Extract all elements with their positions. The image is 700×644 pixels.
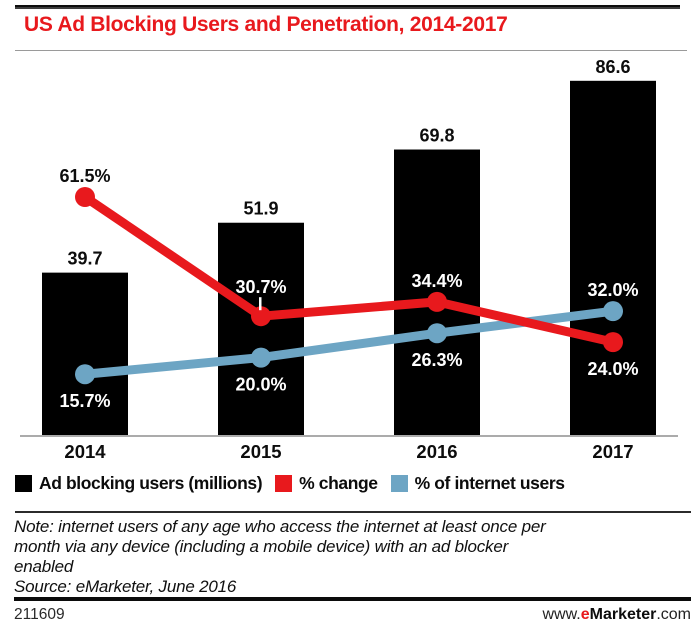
line-1-label-2016: 34.4% (411, 271, 462, 291)
legend-label: % change (299, 473, 378, 493)
footer-divider-line (14, 597, 691, 601)
legend-item-pct-change: % change (275, 473, 378, 494)
source-text: Source: eMarketer, June 2016 (14, 577, 237, 596)
footnote-block: Note: internet users of any age who acce… (14, 517, 682, 597)
top-border-line (15, 5, 680, 9)
line-2-label-2017: 32.0% (587, 280, 638, 300)
label-leader-tick (259, 297, 262, 311)
line-1-point-2016 (427, 291, 447, 312)
legend-label: Ad blocking users (millions) (39, 473, 263, 493)
site-url-suffix: .com (656, 606, 691, 623)
line-2-label-2016: 26.3% (411, 350, 462, 370)
note-divider-line (15, 511, 691, 513)
site-url-brand: Marketer (589, 606, 657, 623)
x-axis-label-2014: 2014 (64, 441, 106, 462)
bar-value-label-2015: 51.9 (243, 199, 278, 219)
x-axis-label-2016: 2016 (416, 441, 457, 462)
x-axis-label-2015: 2015 (240, 441, 281, 462)
line-2-label-2014: 15.7% (59, 391, 110, 411)
chart-canvas: 39.7 51.9 69.8 86.6 15.7% 20.0% 26.3% 32.0% 61.5… (20, 57, 678, 462)
chart-legend: Ad blocking users (millions) % change % … (15, 473, 565, 494)
line-1-label-2017: 24.0% (587, 359, 638, 379)
bar-2015 (218, 222, 304, 435)
line-2-point-2014 (75, 364, 95, 385)
chart-id: 211609 (14, 606, 65, 623)
line-series-1 (82, 193, 615, 347)
chart-title: US Ad Blocking Users and Penetration, 20… (24, 13, 508, 36)
legend-label: % of internet users (414, 473, 565, 493)
line-2-point-2015 (251, 347, 271, 368)
bar-value-label-2014: 39.7 (67, 249, 102, 269)
title-underline (15, 50, 687, 51)
note-text: Note: internet users of any age who acce… (14, 517, 546, 576)
site-url: www.eMarketer.com (542, 606, 691, 624)
bar-value-label-2017: 86.6 (595, 57, 630, 77)
bar-2014 (42, 272, 128, 435)
footer-bar: 211609 www.eMarketer.com (14, 606, 691, 624)
red-line-swatch (275, 475, 293, 492)
bar-series-swatch (15, 475, 32, 492)
legend-item-ad-blocking-users: Ad blocking users (millions) (15, 473, 263, 494)
line-2-label-2015: 20.0% (235, 375, 286, 395)
line-2-point-2016 (427, 323, 447, 344)
line-1-point-2014 (75, 186, 95, 207)
bar-value-label-2016: 69.8 (419, 126, 454, 146)
line-1-point-2015 (251, 306, 271, 327)
site-url-prefix: www. (542, 606, 581, 623)
line-1-label-2014: 61.5% (59, 166, 110, 186)
line-2-point-2017 (603, 301, 623, 322)
bar-2017 (570, 80, 656, 435)
site-url-brand-e: e (580, 606, 590, 623)
legend-item-pct-internet-users: % of internet users (390, 473, 565, 494)
x-axis-label-2017: 2017 (592, 441, 633, 462)
line-1-point-2017 (603, 332, 623, 353)
blue-line-swatch (390, 475, 408, 492)
line-1-label-2015: 30.7% (235, 277, 286, 297)
